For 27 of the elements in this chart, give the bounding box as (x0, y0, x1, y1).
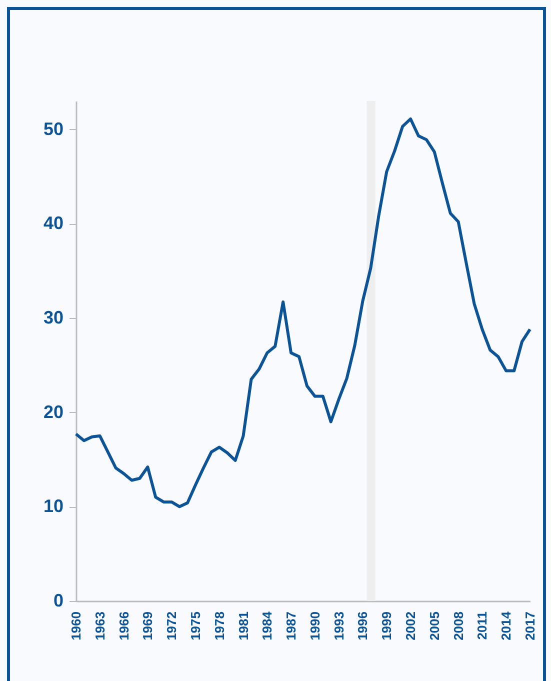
x-tick-label: 1963 (92, 612, 108, 640)
x-tick-label: 1966 (116, 612, 132, 640)
x-tick-label: 1984 (260, 610, 275, 640)
x-tick-label: 1981 (236, 612, 251, 640)
x-tick-label: 2017 (522, 612, 538, 640)
x-tick-label: 1969 (140, 612, 156, 640)
y-tick-label: 20 (43, 402, 64, 422)
y-tick-label: 10 (43, 496, 64, 516)
x-tick-label: 1999 (379, 612, 394, 640)
y-tick-label: 40 (43, 213, 64, 234)
x-tick-label: 1960 (68, 612, 84, 640)
x-tick-label: 1987 (284, 612, 299, 640)
y-tick-label: 50 (43, 118, 64, 139)
x-tick-label: 2011 (474, 612, 490, 640)
y-tick-label: 0 (53, 590, 64, 610)
x-tick-label: 2005 (426, 612, 442, 640)
x-tick-label: 2008 (450, 612, 466, 640)
x-tick-label: 1975 (188, 612, 203, 640)
x-tick-label: 1978 (212, 612, 227, 640)
x-tick-label: 1993 (331, 612, 346, 640)
line-series (74, 117, 532, 508)
x-tick-label: 1990 (307, 612, 322, 640)
x-tick-label: 1972 (164, 612, 180, 640)
x-tick-label: 2002 (403, 612, 418, 640)
y-tick-label: 30 (43, 307, 64, 328)
x-tick-label: 2014 (498, 610, 514, 640)
x-tick-label: 1996 (355, 612, 370, 640)
